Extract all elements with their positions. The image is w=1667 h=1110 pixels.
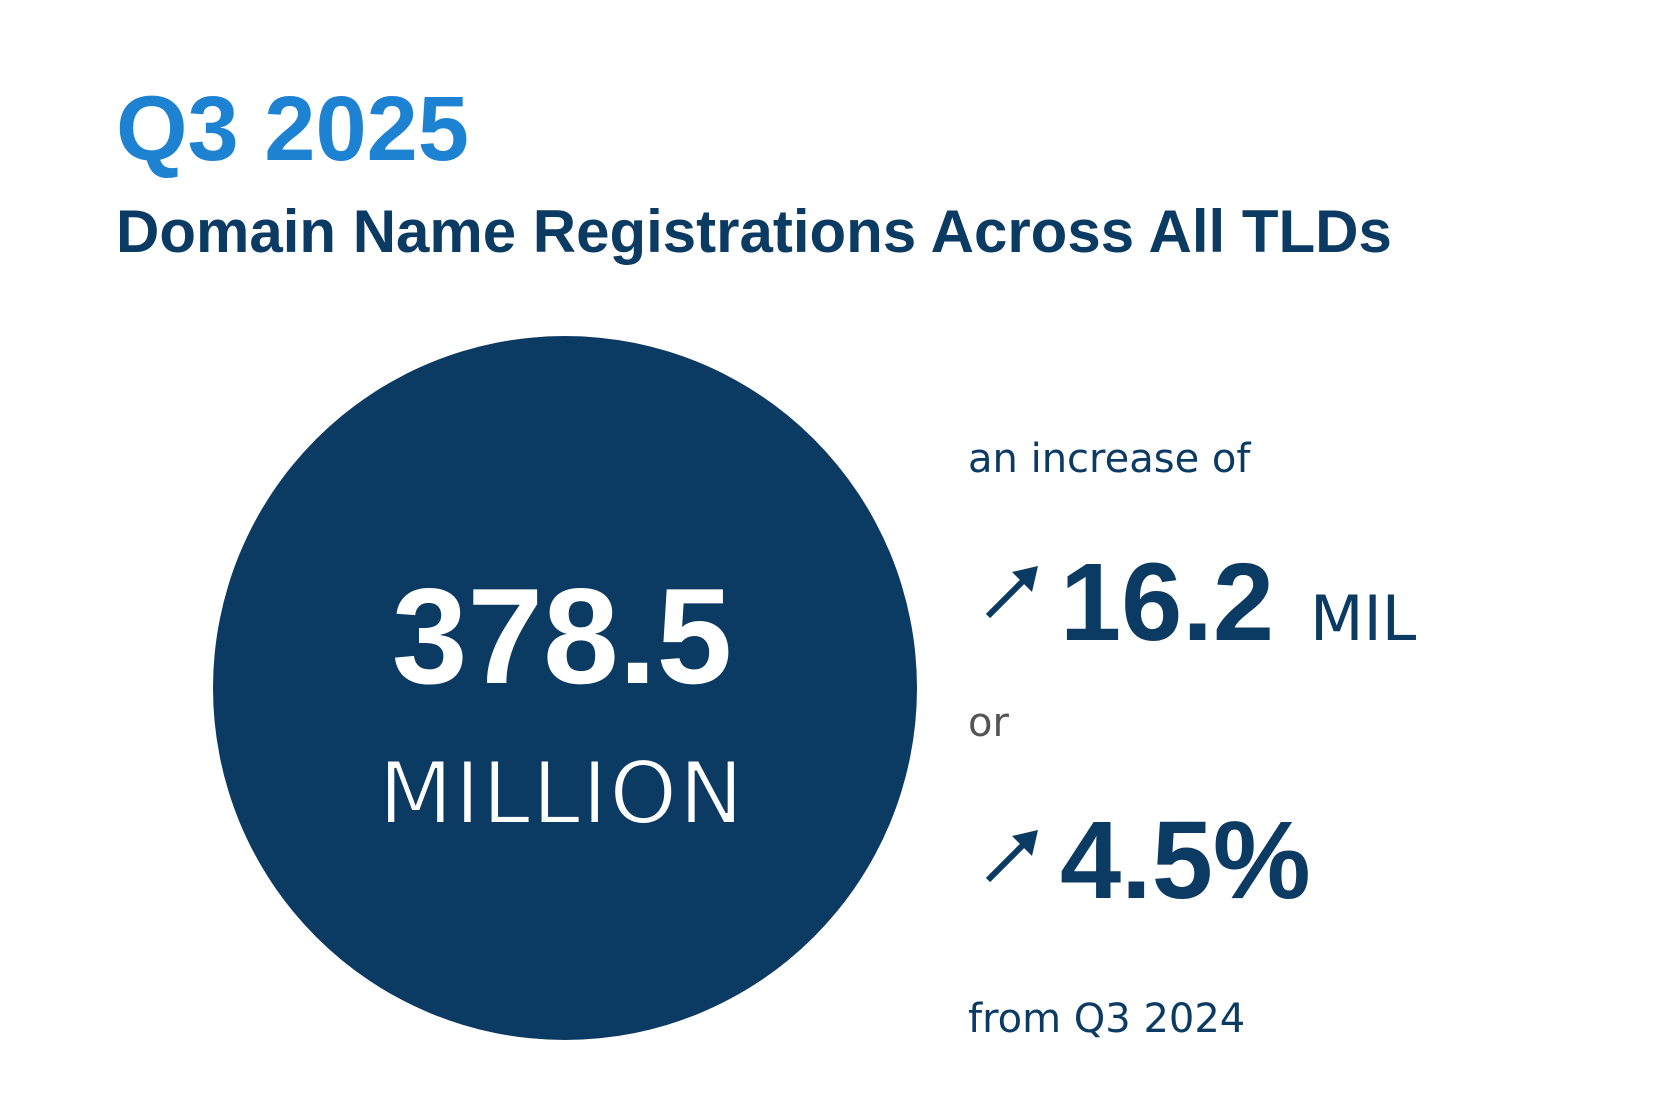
intro: an increase of bbox=[968, 436, 1251, 482]
comparison: from Q3 2024 bbox=[968, 996, 1245, 1042]
connector: or bbox=[968, 700, 1009, 746]
percent: 4.5% bbox=[1060, 799, 1311, 922]
period: Q3 2025 bbox=[116, 78, 469, 180]
up-arrow bbox=[985, 566, 1038, 619]
total-circle bbox=[213, 336, 917, 1040]
title: Domain Name Registrations Across All TLD… bbox=[116, 198, 1392, 265]
total-value: 378.5 bbox=[392, 560, 732, 712]
total-unit: MILLION bbox=[379, 744, 746, 844]
absolute-unit: MIL bbox=[1310, 582, 1417, 655]
absolute-value: 16.2 bbox=[1060, 541, 1274, 664]
up-arrow bbox=[985, 830, 1038, 883]
